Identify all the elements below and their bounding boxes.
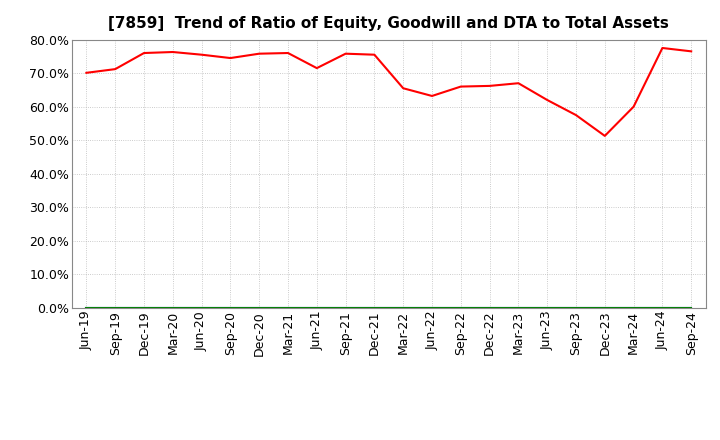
- Deferred Tax Assets: [140, 305, 148, 311]
- Goodwill: [629, 305, 638, 311]
- Title: [7859]  Trend of Ratio of Equity, Goodwill and DTA to Total Assets: [7859] Trend of Ratio of Equity, Goodwil…: [109, 16, 669, 32]
- Equity: [226, 55, 235, 61]
- Deferred Tax Assets: [485, 305, 494, 311]
- Equity: [399, 86, 408, 91]
- Equity: [312, 66, 321, 71]
- Equity: [485, 83, 494, 88]
- Deferred Tax Assets: [600, 305, 609, 311]
- Goodwill: [341, 305, 350, 311]
- Deferred Tax Assets: [543, 305, 552, 311]
- Line: Equity: Equity: [86, 48, 691, 136]
- Goodwill: [370, 305, 379, 311]
- Deferred Tax Assets: [514, 305, 523, 311]
- Deferred Tax Assets: [226, 305, 235, 311]
- Equity: [658, 45, 667, 51]
- Goodwill: [312, 305, 321, 311]
- Goodwill: [111, 305, 120, 311]
- Goodwill: [543, 305, 552, 311]
- Goodwill: [140, 305, 148, 311]
- Deferred Tax Assets: [687, 305, 696, 311]
- Equity: [687, 49, 696, 54]
- Equity: [255, 51, 264, 56]
- Deferred Tax Assets: [168, 305, 177, 311]
- Deferred Tax Assets: [572, 305, 580, 311]
- Equity: [370, 52, 379, 57]
- Deferred Tax Assets: [82, 305, 91, 311]
- Goodwill: [600, 305, 609, 311]
- Equity: [428, 93, 436, 99]
- Equity: [341, 51, 350, 56]
- Equity: [456, 84, 465, 89]
- Deferred Tax Assets: [629, 305, 638, 311]
- Deferred Tax Assets: [428, 305, 436, 311]
- Deferred Tax Assets: [111, 305, 120, 311]
- Goodwill: [226, 305, 235, 311]
- Goodwill: [514, 305, 523, 311]
- Deferred Tax Assets: [658, 305, 667, 311]
- Equity: [111, 66, 120, 72]
- Deferred Tax Assets: [255, 305, 264, 311]
- Goodwill: [197, 305, 206, 311]
- Deferred Tax Assets: [312, 305, 321, 311]
- Equity: [514, 81, 523, 86]
- Goodwill: [428, 305, 436, 311]
- Deferred Tax Assets: [341, 305, 350, 311]
- Goodwill: [485, 305, 494, 311]
- Deferred Tax Assets: [197, 305, 206, 311]
- Goodwill: [456, 305, 465, 311]
- Goodwill: [572, 305, 580, 311]
- Equity: [543, 97, 552, 103]
- Equity: [197, 52, 206, 57]
- Deferred Tax Assets: [399, 305, 408, 311]
- Goodwill: [658, 305, 667, 311]
- Goodwill: [168, 305, 177, 311]
- Equity: [168, 49, 177, 55]
- Equity: [284, 50, 292, 55]
- Goodwill: [82, 305, 91, 311]
- Deferred Tax Assets: [370, 305, 379, 311]
- Equity: [629, 104, 638, 109]
- Deferred Tax Assets: [456, 305, 465, 311]
- Goodwill: [255, 305, 264, 311]
- Equity: [140, 50, 148, 55]
- Goodwill: [399, 305, 408, 311]
- Equity: [572, 113, 580, 118]
- Goodwill: [284, 305, 292, 311]
- Goodwill: [687, 305, 696, 311]
- Equity: [600, 133, 609, 139]
- Deferred Tax Assets: [284, 305, 292, 311]
- Equity: [82, 70, 91, 75]
